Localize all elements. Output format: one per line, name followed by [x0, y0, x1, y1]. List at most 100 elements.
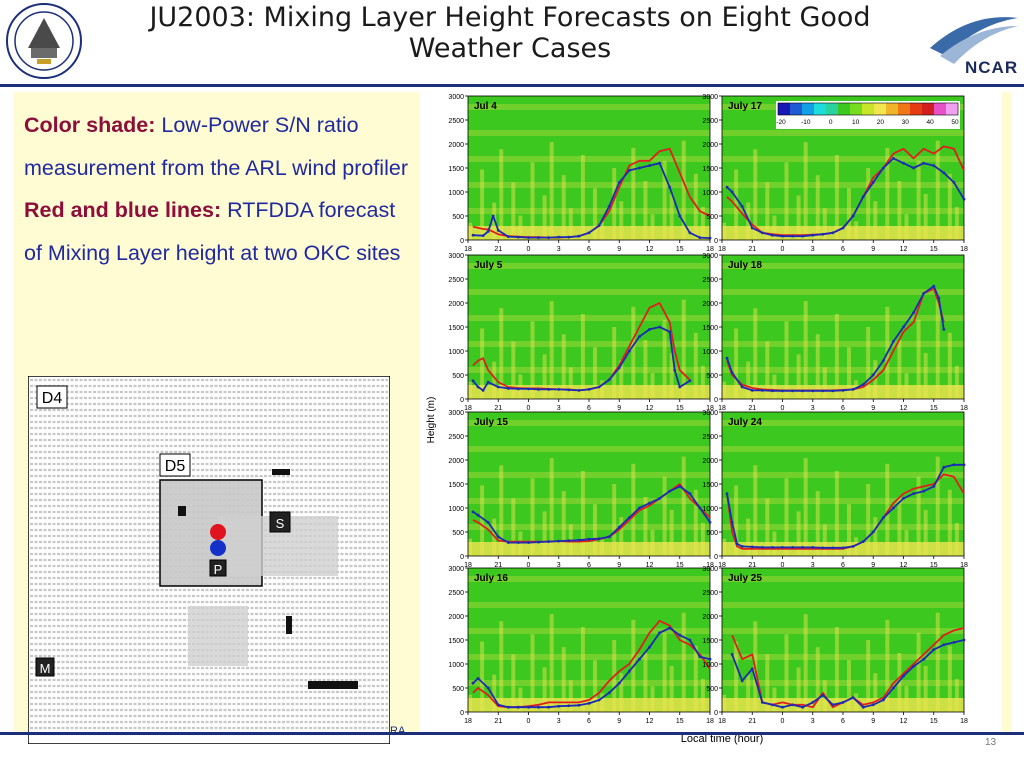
- panel-surface-band: [468, 542, 710, 556]
- series-point-blue: [725, 185, 729, 189]
- series-point-blue: [892, 686, 895, 690]
- mixing-layer-height-chart-grid: Height (m)Local time (hour)Jul 405001000…: [420, 92, 1002, 748]
- ncar-logo: [930, 17, 1018, 64]
- series-point-blue: [841, 546, 845, 550]
- series-point-blue: [587, 537, 591, 541]
- series-point-blue: [708, 657, 712, 661]
- series-point-blue: [688, 379, 692, 383]
- series-point-blue: [725, 492, 729, 495]
- x-tick-label: 9: [871, 246, 875, 253]
- y-tick-label: 2000: [702, 458, 718, 465]
- series-point-blue: [527, 387, 530, 391]
- y-tick-label: 0: [460, 554, 464, 561]
- chart-panel: July 24 0 500 1000 1500 2000 2500 3000 18 21 0 3 6 9 1…: [702, 410, 968, 569]
- series-point-blue: [471, 233, 475, 237]
- series-point-blue: [668, 185, 672, 189]
- x-tick-label: 18: [464, 246, 472, 253]
- series-point-blue: [851, 696, 855, 699]
- x-tick-label: 21: [748, 405, 756, 412]
- series-point-blue: [922, 292, 926, 295]
- panel-plot-area: [468, 96, 710, 240]
- x-tick-label: 18: [960, 562, 968, 569]
- y-tick-label: 2500: [702, 118, 718, 125]
- chart-panel: July 5 0 500 1000 1500 2000 2500 3000 18 21 0 3 6 9 12…: [448, 253, 714, 412]
- series-point-blue: [617, 681, 621, 685]
- x-tick-label: 9: [617, 246, 621, 253]
- colorbar-swatch: [910, 103, 923, 115]
- y-tick-label: 1000: [448, 506, 464, 513]
- series-point-blue: [537, 236, 540, 240]
- model-domain-map: D4 D5 S P M: [28, 376, 390, 744]
- series-point-blue: [658, 161, 661, 165]
- x-tick-label: 0: [527, 562, 531, 569]
- colorbar-swatch: [874, 103, 887, 115]
- y-tick-label: 1500: [448, 482, 464, 489]
- y-tick-label: 2000: [448, 458, 464, 465]
- color-shade-label: Color shade:: [24, 113, 156, 137]
- chart-panel: July 15 0 500 1000 1500 2000 2500 3000 18 21 0 3 6 9 1…: [448, 410, 714, 569]
- series-line-blue: [726, 463, 964, 549]
- series-point-blue: [881, 359, 885, 362]
- x-tick-label: 12: [646, 718, 654, 725]
- series-point-blue: [607, 378, 611, 382]
- y-tick-label: 1500: [448, 325, 464, 332]
- series-point-blue: [932, 284, 936, 288]
- panel-texture: [468, 104, 710, 240]
- series-point-blue: [791, 234, 794, 238]
- y-tick-label: 0: [714, 397, 718, 404]
- station-marker: [178, 506, 186, 516]
- panel-title: July 25: [728, 573, 762, 584]
- colorbar-tick-label: 30: [902, 119, 910, 126]
- x-tick-label: 18: [960, 405, 968, 412]
- series-point-blue: [527, 705, 530, 709]
- x-tick-label: 12: [646, 405, 654, 412]
- series-point-blue: [881, 516, 885, 519]
- series-point-blue: [577, 703, 581, 707]
- series-point-blue: [771, 389, 774, 393]
- series-point-blue: [476, 677, 480, 680]
- series-point-blue: [486, 686, 490, 690]
- series-point-blue: [811, 701, 815, 704]
- y-tick-label: 3000: [448, 410, 464, 417]
- station-marker: [308, 681, 358, 689]
- x-tick-label: 12: [646, 246, 654, 253]
- x-tick-label: 15: [676, 562, 684, 569]
- panel-title: July 18: [728, 260, 762, 271]
- y-tick-label: 0: [714, 710, 718, 717]
- map-label-box: [159, 453, 191, 477]
- series-point-blue: [841, 226, 845, 230]
- x-tick-label: 0: [781, 405, 785, 412]
- series-point-blue: [506, 387, 510, 390]
- colorbar-tick-label: 50: [951, 119, 959, 126]
- series-point-blue: [471, 379, 475, 383]
- series-point-blue: [861, 195, 865, 199]
- x-tick-label: 9: [617, 405, 621, 412]
- series-point-blue: [708, 521, 712, 524]
- series-point-blue: [740, 545, 744, 548]
- colorbar-swatch: [886, 103, 899, 115]
- x-tick-label: 9: [871, 718, 875, 725]
- series-point-blue: [892, 157, 895, 160]
- colorbar-tick-label: -20: [776, 119, 786, 126]
- series-point-blue: [735, 542, 739, 546]
- series-point-blue: [821, 546, 825, 550]
- y-tick-label: 500: [452, 373, 464, 380]
- y-tick-label: 1500: [448, 166, 464, 173]
- series-point-blue: [517, 705, 520, 709]
- y-tick-label: 2500: [448, 118, 464, 125]
- x-tick-label: 0: [527, 246, 531, 253]
- series-point-blue: [811, 389, 815, 393]
- series-point-blue: [486, 521, 490, 524]
- series-point-blue: [648, 164, 651, 167]
- series-point-blue: [912, 311, 915, 314]
- series-point-blue: [506, 541, 510, 544]
- panel-title: July 24: [728, 417, 762, 428]
- series-point-blue: [932, 485, 936, 488]
- series-point-blue: [658, 631, 661, 635]
- x-tick-label: 12: [900, 562, 908, 569]
- series-point-blue: [607, 205, 611, 208]
- series-point-blue: [506, 705, 510, 709]
- series-point-blue: [678, 385, 682, 389]
- series-point-blue: [658, 325, 661, 329]
- x-tick-label: 18: [718, 718, 726, 725]
